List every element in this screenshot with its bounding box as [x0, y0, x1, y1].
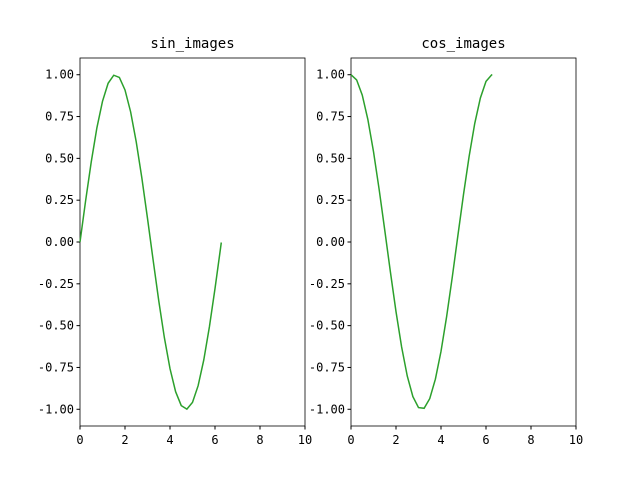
chart-title: cos_images	[421, 36, 505, 52]
y-tick-label: -0.25	[309, 277, 345, 291]
y-tick-label: -1.00	[38, 402, 74, 416]
y-tick-label: -0.75	[38, 360, 74, 374]
y-tick-label: 0.00	[45, 235, 74, 249]
x-tick-label: 4	[166, 433, 173, 447]
x-tick-label: 0	[347, 433, 354, 447]
y-tick-label: 0.25	[316, 193, 345, 207]
line	[79, 74, 223, 411]
y-tick-label: 0.25	[45, 193, 74, 207]
x-tick-label: 10	[569, 433, 583, 447]
y-tick-label: -0.25	[38, 277, 74, 291]
y-tick-label: -0.50	[309, 319, 345, 333]
x-tick-label: 0	[76, 433, 83, 447]
y-tick-label: 1.00	[45, 68, 74, 82]
x-tick-label: 8	[527, 433, 534, 447]
y-tick-label: 0.00	[316, 235, 345, 249]
x-tick-label: 2	[121, 433, 128, 447]
x-tick-label: 6	[482, 433, 489, 447]
y-tick-label: 0.50	[316, 151, 345, 165]
x-tick-label: 8	[256, 433, 263, 447]
x-tick-label: 2	[392, 433, 399, 447]
y-tick-label: 0.75	[316, 110, 345, 124]
axes-frame	[350, 57, 577, 427]
x-tick-label: 10	[298, 433, 312, 447]
x-tick-label: 4	[437, 433, 444, 447]
y-tick-label: 1.00	[316, 68, 345, 82]
x-tick-label: 6	[211, 433, 218, 447]
y-tick-label: -0.50	[38, 319, 74, 333]
y-tick-label: 0.75	[45, 110, 74, 124]
y-tick-label: -1.00	[309, 402, 345, 416]
line	[350, 73, 493, 410]
axes-frame	[79, 57, 306, 427]
y-tick-label: -0.75	[309, 360, 345, 374]
y-tick-label: 0.50	[45, 151, 74, 165]
chart-title: sin_images	[150, 36, 234, 52]
